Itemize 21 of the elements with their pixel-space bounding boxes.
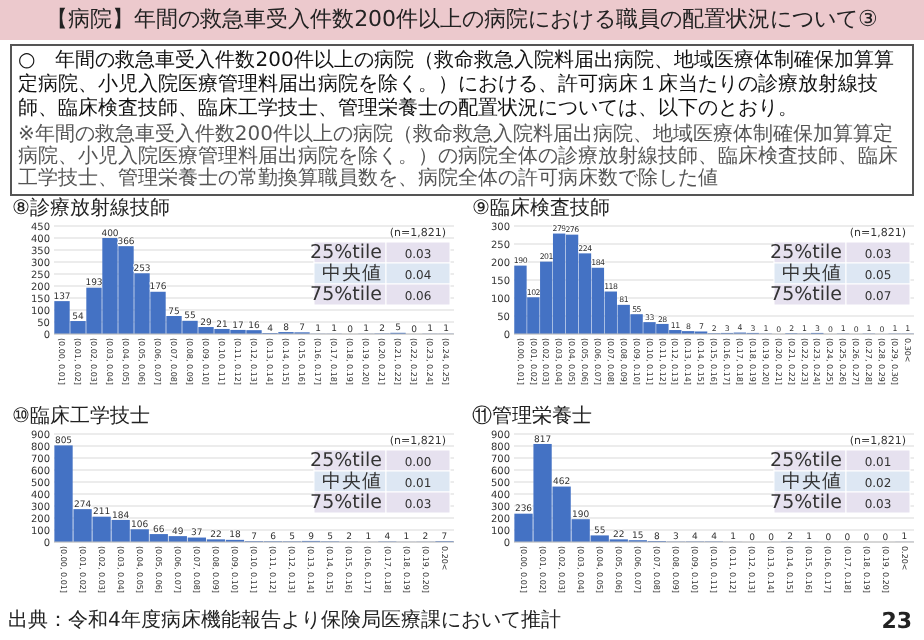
- chart-title: ⑨臨床検査技師: [472, 196, 610, 220]
- annotation: 中央値: [322, 261, 382, 285]
- annotation: 25%tile: [310, 450, 383, 472]
- text: ○ 年間の救急車受入件数200件以上の病院（救命救急入院料届出病院、地域医療体制確保加算算定病院、小児入院医療管理料届出病院を除く。）における、許可病床１床当たりの診療放射線技師、臨床検査技師、臨床工学技士、管理栄養士の配置状況については、以下のとおり。: [18, 50, 896, 122]
- annotation: 75%tile: [770, 492, 843, 514]
- annotation: 25%tile: [770, 242, 843, 264]
- chart-title: ⑪管理栄養士: [472, 404, 592, 428]
- text: ※年間の救急車受入件数200件以上の病院（救命救急入院料届出病院、地域医療体制確保加算算定病院、小児入院医療管理料届出病院を除く。）の病院全体の診療放射線技師、臨床検査技師、臨床工学技士、管理栄養士の常勤換算職員数を、病院全体の許可病床数で除した値: [18, 124, 900, 190]
- annotation: 中央値: [782, 261, 842, 285]
- annotation: 75%tile: [310, 284, 383, 306]
- annotation: 中央値: [782, 469, 842, 493]
- annotation: 75%tile: [310, 492, 383, 514]
- chart-title: ⑧診療放射線技師: [12, 196, 170, 220]
- annotation: 中央値: [322, 469, 382, 493]
- annotation: 25%tile: [310, 242, 383, 264]
- source-note: 出典：令和4年度病床機能報告より保険局医療課において推計: [8, 610, 561, 634]
- annotation: 25%tile: [770, 450, 843, 472]
- text: 【病院】年間の救急車受入件数200件以上の病院における職員の配置状況について③: [0, 0, 924, 40]
- chart-title: ⑩臨床工学技士: [12, 404, 150, 428]
- annotation: 75%tile: [770, 284, 843, 306]
- text: 23: [881, 608, 912, 634]
